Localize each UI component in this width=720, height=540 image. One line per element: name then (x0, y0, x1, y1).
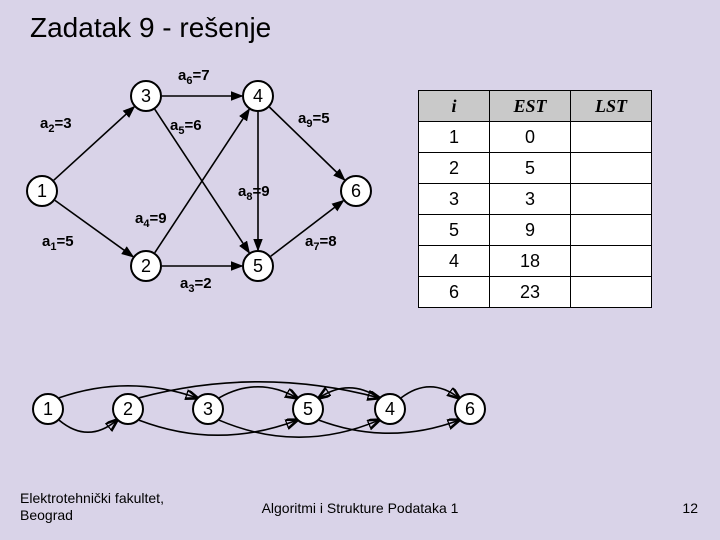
edge-label: a8=9 (238, 183, 270, 203)
table-row: 33 (419, 184, 652, 215)
cell: 6 (419, 277, 490, 308)
graph-edges (20, 55, 390, 295)
edge-label: a1=5 (42, 233, 74, 253)
edge-label: a2=3 (40, 115, 72, 135)
cell: 3 (419, 184, 490, 215)
node-4: 4 (242, 80, 274, 112)
edge-label: a6=7 (178, 67, 210, 87)
cell (571, 122, 652, 153)
topological-order: 123546 (22, 365, 482, 455)
node-6: 6 (340, 175, 372, 207)
table-row: 59 (419, 215, 652, 246)
order-node-1: 1 (32, 393, 64, 425)
footer-page-number: 12 (682, 500, 698, 516)
order-node-6: 6 (454, 393, 486, 425)
edge-label: a7=8 (305, 233, 337, 253)
order-node-3: 3 (192, 393, 224, 425)
table-row: 25 (419, 153, 652, 184)
table-row: 623 (419, 277, 652, 308)
order-node-5: 5 (292, 393, 324, 425)
cell (571, 277, 652, 308)
cell (571, 184, 652, 215)
node-2: 2 (130, 250, 162, 282)
cell: 5 (419, 215, 490, 246)
node-5: 5 (242, 250, 274, 282)
node-3: 3 (130, 80, 162, 112)
cell: 9 (490, 215, 571, 246)
cell: 5 (490, 153, 571, 184)
edge-label: a3=2 (180, 275, 212, 295)
table-row: 418 (419, 246, 652, 277)
order-arcs (22, 365, 482, 455)
cell (571, 215, 652, 246)
order-node-4: 4 (374, 393, 406, 425)
cell: 23 (490, 277, 571, 308)
cell: 0 (490, 122, 571, 153)
cell (571, 246, 652, 277)
cell: 3 (490, 184, 571, 215)
th-i: i (419, 91, 490, 122)
edge-label: a9=5 (298, 110, 330, 130)
th-est: EST (490, 91, 571, 122)
order-node-2: 2 (112, 393, 144, 425)
est-lst-table: i EST LST 10253359418623 (418, 90, 652, 308)
table-row: 10 (419, 122, 652, 153)
edge-label: a4=9 (135, 210, 167, 230)
activity-graph: 1 2 3 4 5 6 a6=7 a2=3 a5=6 a9=5 a8=9 a4=9 a1=5 a7=8 a3… (20, 55, 390, 295)
footer-center: Algoritmi i Strukture Podataka 1 (0, 500, 720, 516)
cell: 18 (490, 246, 571, 277)
cell: 1 (419, 122, 490, 153)
cell (571, 153, 652, 184)
slide-title: Zadatak 9 - rešenje (30, 12, 271, 44)
cell: 4 (419, 246, 490, 277)
cell: 2 (419, 153, 490, 184)
edge-label: a5=6 (170, 117, 202, 137)
th-lst: LST (571, 91, 652, 122)
node-1: 1 (26, 175, 58, 207)
